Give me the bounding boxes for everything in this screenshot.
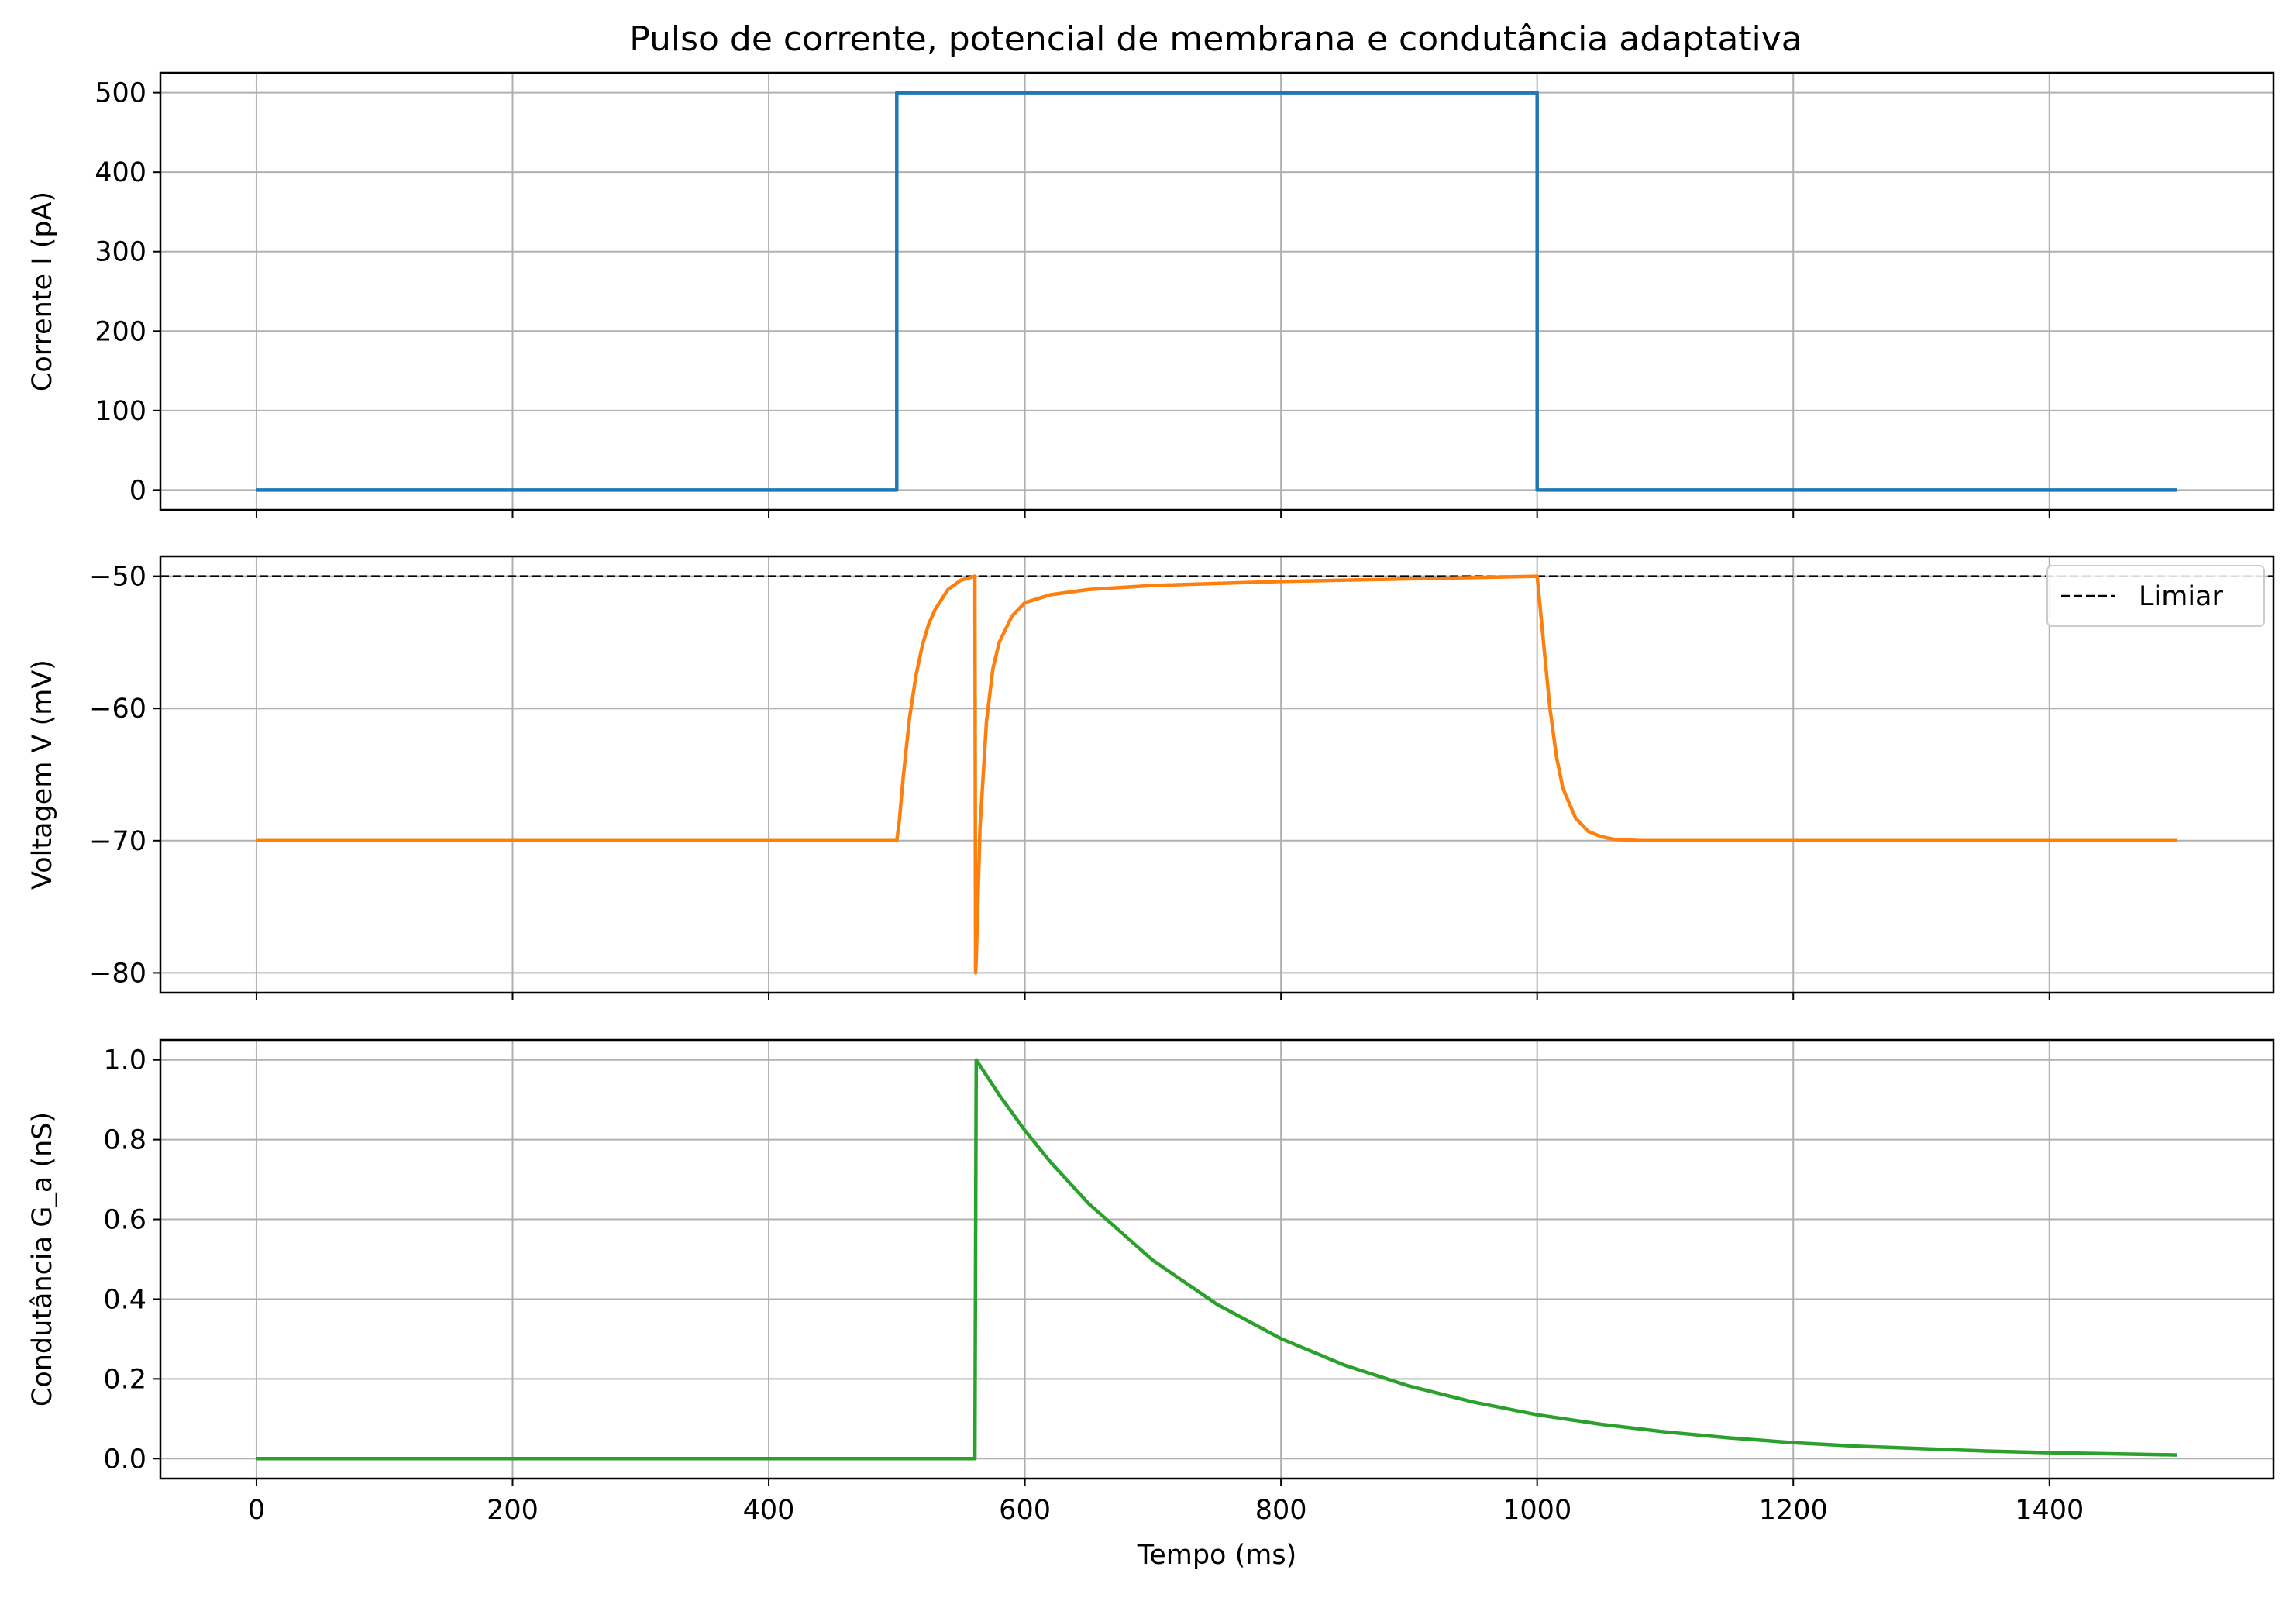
x-tick-label: 200 — [487, 1495, 539, 1526]
y-tick-label: 300 — [95, 237, 146, 268]
x-tick-label: 1200 — [1759, 1495, 1828, 1526]
y-tick-label: −60 — [89, 694, 146, 725]
y-tick-label: 0 — [129, 475, 146, 506]
series-line — [256, 91, 2177, 492]
x-tick-label: 0 — [248, 1495, 265, 1526]
subplots: 0 100 200 300 400 500 Corrente I (pA) −80 −70 −60… — [27, 71, 2275, 1571]
subplot-2: −80 −70 −60 −50 Voltagem V (mV) Limiar — [27, 555, 2275, 1000]
y-tick-label: 0.8 — [103, 1125, 146, 1156]
x-tick-label: 800 — [1255, 1495, 1307, 1526]
y-axis-label: Condutância G_a (nS) — [27, 1112, 58, 1406]
y-tick-label: 100 — [95, 396, 146, 427]
legend: Limiar — [2046, 565, 2265, 627]
x-tick-label: 400 — [743, 1495, 795, 1526]
legend-label: Limiar — [2139, 581, 2223, 612]
y-tick-label: −50 — [89, 562, 146, 593]
figure-title: Pulso de corrente, potencial de membrana… — [629, 19, 1802, 59]
y-tick-label: 0.2 — [103, 1364, 146, 1395]
x-tick-label: 1400 — [2015, 1495, 2084, 1526]
y-axis-label: Corrente I (pA) — [27, 191, 58, 391]
axes-frame — [159, 1038, 2275, 1480]
subplot-3: 0 200 400 600 800 1000 1200 1400 0.0 0.2 0.4 0.6 0.8… — [27, 1038, 2275, 1571]
x-axis-label: Tempo (ms) — [1137, 1540, 1296, 1571]
y-tick-label: 500 — [95, 78, 146, 109]
axes-frame — [159, 555, 2275, 994]
series-line — [256, 1058, 2178, 1461]
y-tick-label: −80 — [89, 958, 146, 989]
legend-box — [2046, 565, 2265, 627]
y-tick-label: 0.6 — [103, 1205, 146, 1236]
y-tick-label: 1.0 — [103, 1045, 146, 1076]
y-tick-label: 200 — [95, 316, 146, 347]
subplot-1: 0 100 200 300 400 500 Corrente I (pA) — [27, 71, 2275, 518]
y-axis-label: Voltagem V (mV) — [27, 659, 58, 890]
y-tick-label: 400 — [95, 157, 146, 188]
x-tick-label: 1000 — [1503, 1495, 1571, 1526]
y-tick-label: 0.4 — [103, 1284, 146, 1315]
axes-frame — [159, 71, 2275, 511]
series-line — [256, 574, 2177, 975]
y-tick-label: −70 — [89, 826, 146, 857]
y-tick-label: 0.0 — [103, 1444, 146, 1475]
x-tick-label: 600 — [999, 1495, 1051, 1526]
